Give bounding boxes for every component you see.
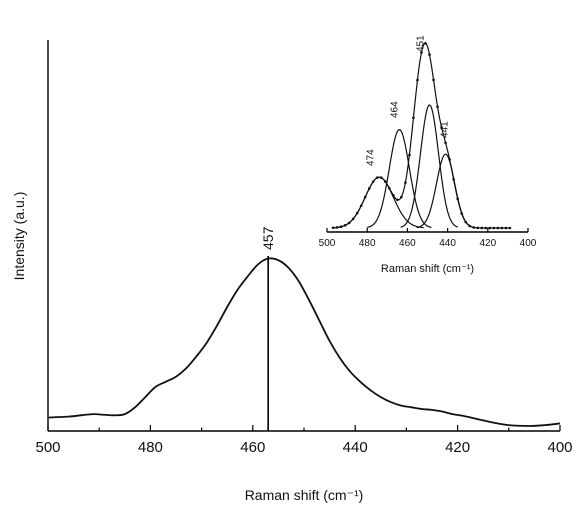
inset-data-point (476, 227, 479, 230)
inset-data-point (412, 116, 415, 119)
y-axis-title: Intensity (a.u.) (11, 192, 27, 281)
x-tick-label: 480 (138, 439, 163, 456)
inset-peak-label: 474 (365, 149, 376, 166)
inset-data-point (404, 181, 407, 184)
inset-data-point (497, 227, 500, 230)
inset-x-tick-label: 500 (319, 238, 336, 249)
inset-data-point (400, 196, 403, 199)
inset-data-point (484, 227, 487, 230)
inset-x-tick-label: 460 (399, 238, 416, 249)
x-tick-label: 420 (445, 439, 470, 456)
inset-x-tick-label: 420 (479, 238, 496, 249)
inset-data-point (509, 227, 512, 230)
inset-data-point (396, 198, 399, 201)
inset-x-tick-label: 400 (520, 238, 537, 249)
inset-x-tick-label: 440 (439, 238, 456, 249)
peak-label: 457 (260, 226, 276, 250)
inset-x-axis-title: Raman shift (cm⁻¹) (381, 263, 474, 275)
inset-data-point (332, 226, 335, 229)
x-axis-title: Raman shift (cm⁻¹) (245, 487, 364, 503)
inset-data-point (480, 227, 483, 230)
inset-fit-envelope-line (333, 43, 510, 228)
inset-data-point (505, 227, 508, 230)
x-tick-label: 500 (35, 439, 60, 456)
x-tick-label: 400 (547, 439, 572, 456)
inset-plot: 500 480 460 440 420 400 Raman shift (cm⁻¹) 474 4… (319, 35, 537, 275)
inset-data-point (444, 141, 447, 144)
x-tick-label: 460 (240, 439, 265, 456)
inset-component-peak-line (334, 177, 423, 228)
inset-data-point (432, 79, 435, 82)
inset-data-point (493, 227, 496, 230)
inset-peak-label: 464 (389, 101, 400, 118)
main-plot: 500 480 460 440 420 400 Raman shift (cm⁻¹) Inte… (11, 40, 573, 503)
inset-peak-label: 441 (440, 121, 451, 138)
inset-data-point (489, 227, 492, 230)
inset-data-point (501, 227, 504, 230)
inset-x-tick-label: 480 (359, 238, 376, 249)
x-tick-label: 440 (343, 439, 368, 456)
inset-component-peak-line (417, 154, 474, 227)
inset-data-point (416, 79, 419, 82)
raman-spectrum-line (48, 258, 560, 426)
inset-peak-label: 451 (416, 35, 427, 52)
inset-data-point (428, 53, 431, 56)
inset-data-point (436, 106, 439, 109)
inset-data-point (408, 154, 411, 157)
